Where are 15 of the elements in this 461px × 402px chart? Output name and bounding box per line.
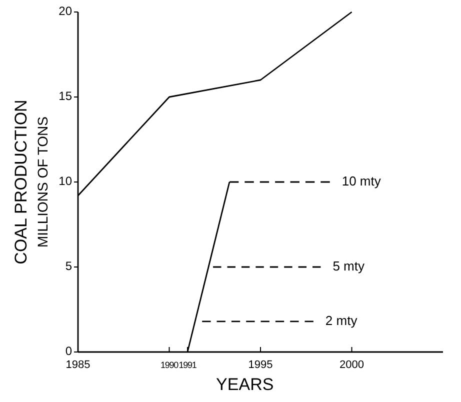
y-tick-label: 5	[65, 259, 72, 274]
y-tick-label: 10	[58, 174, 72, 188]
y-axis-title: COAL PRODUCTION MILLIONS OF TONS	[11, 100, 51, 264]
x-tick-label: 2000	[340, 359, 364, 371]
y-tick-label: 0	[65, 344, 72, 358]
y-tick-label: 20	[58, 4, 72, 18]
x-tick-label: 1985	[66, 359, 90, 371]
x-tick-label: 1990	[160, 360, 179, 370]
y-tick-label: 15	[58, 89, 72, 104]
x-tick-label: 1995	[248, 359, 273, 371]
series-label: 5 mty	[332, 258, 366, 274]
x-axis-title: YEARS	[216, 375, 274, 394]
series-label: 10 mty	[342, 173, 382, 188]
series-label: 2 mty	[325, 312, 358, 328]
x-tick-label: 1991	[178, 360, 197, 370]
